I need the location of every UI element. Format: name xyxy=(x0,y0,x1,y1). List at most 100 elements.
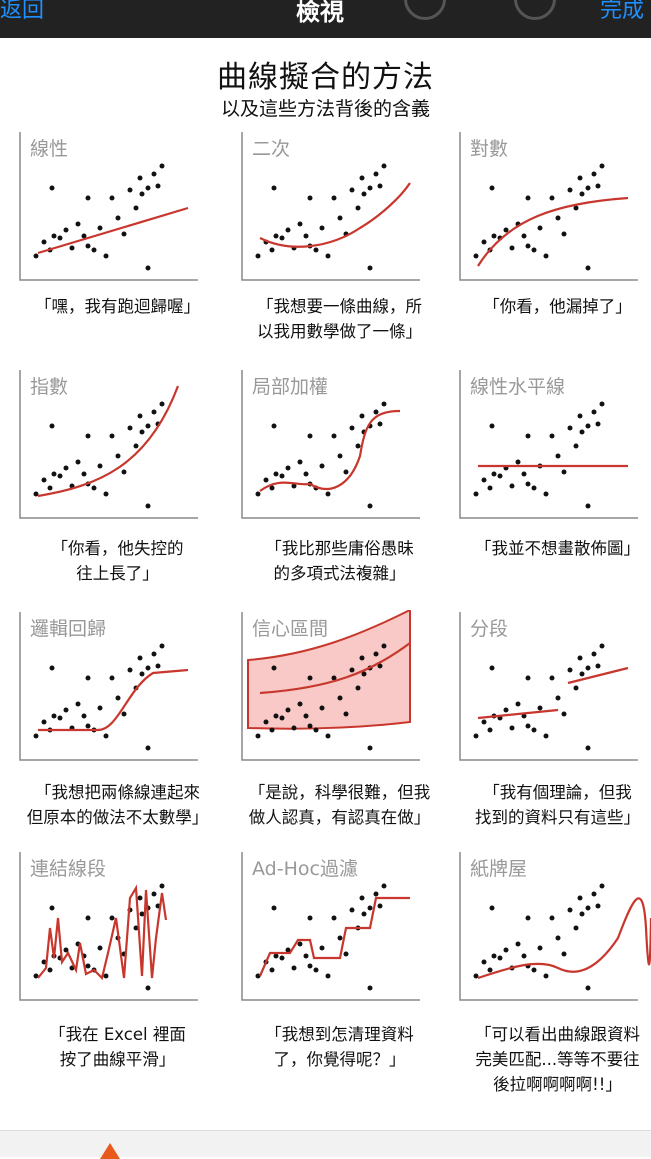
data-point xyxy=(307,915,313,921)
data-point xyxy=(373,891,379,897)
data-point xyxy=(503,947,509,953)
data-point xyxy=(49,905,55,911)
chart-panel-plot xyxy=(19,370,198,519)
data-point xyxy=(595,421,601,427)
data-point xyxy=(303,233,309,239)
data-point xyxy=(599,643,605,649)
data-point xyxy=(303,713,309,719)
chart-panel-caption: 「我在 Excel 裡面 按了曲線平滑」 xyxy=(49,1025,186,1069)
data-point xyxy=(255,733,261,739)
data-point xyxy=(151,651,157,657)
fit-curve xyxy=(259,642,411,695)
data-point xyxy=(319,225,325,231)
chart-panel-caption: 「是說，科學很難，但我 做人認真，有認真在做」 xyxy=(248,783,431,827)
data-point xyxy=(97,463,103,469)
data-point xyxy=(561,231,567,237)
chart-panel-caption: 「我有個理論，但我 找到的資料只有這些」 xyxy=(475,783,640,827)
data-point xyxy=(337,695,343,701)
data-point xyxy=(69,965,75,971)
data-point xyxy=(579,911,585,917)
data-point xyxy=(115,215,121,221)
data-point xyxy=(145,265,151,271)
chart-panel: 二次 xyxy=(240,130,440,290)
data-point xyxy=(359,413,365,419)
data-point xyxy=(159,401,165,407)
data-point xyxy=(307,963,313,969)
data-point xyxy=(573,685,579,691)
data-point xyxy=(313,247,319,253)
data-point xyxy=(491,233,497,239)
share-icon[interactable] xyxy=(100,1143,120,1159)
data-point xyxy=(85,963,91,969)
toolbar-circle-icon[interactable] xyxy=(404,0,446,20)
data-point xyxy=(481,959,487,965)
data-point xyxy=(303,953,309,959)
data-point xyxy=(487,727,493,733)
data-point xyxy=(307,675,313,681)
data-point xyxy=(359,175,365,181)
fit-curve xyxy=(38,668,189,732)
data-point xyxy=(49,185,55,191)
data-point xyxy=(585,265,591,271)
data-point xyxy=(525,481,531,487)
data-point xyxy=(325,253,331,259)
data-point xyxy=(127,187,133,193)
data-point xyxy=(561,469,567,475)
chart-axis xyxy=(19,852,198,1001)
data-point xyxy=(51,233,57,239)
data-point xyxy=(81,713,87,719)
data-point xyxy=(75,459,81,465)
data-point xyxy=(473,491,479,497)
data-point xyxy=(367,985,373,991)
data-point xyxy=(525,675,531,681)
chart-panel: 邏輯回歸 xyxy=(18,610,218,770)
data-point xyxy=(75,701,81,707)
data-point xyxy=(85,915,91,921)
chart-panel-plot xyxy=(19,852,198,1001)
toolbar-circle-icon[interactable] xyxy=(514,0,556,20)
data-point xyxy=(555,695,561,701)
data-point xyxy=(271,905,277,911)
chart-panel-caption: 「我比那些庸俗愚昧 的多項式法複雜」 xyxy=(265,539,414,583)
data-point xyxy=(109,915,115,921)
data-point xyxy=(63,227,69,233)
data-point xyxy=(145,503,151,509)
fit-curve xyxy=(258,896,410,977)
fit-curve xyxy=(37,206,189,255)
chart-axis xyxy=(459,132,638,281)
data-point xyxy=(115,453,121,459)
data-point xyxy=(579,191,585,197)
fit-curve xyxy=(259,409,401,492)
data-point xyxy=(319,945,325,951)
data-point xyxy=(33,491,39,497)
chart-panel-caption: 「可以看出曲線跟資料 完美匹配...等等不要往 後拉啊啊啊啊!!」 xyxy=(475,1025,640,1094)
data-point xyxy=(599,883,605,889)
chart-axis xyxy=(19,370,198,519)
chart-axis xyxy=(241,132,420,281)
data-point xyxy=(585,665,591,671)
data-point xyxy=(271,423,277,429)
data-point xyxy=(139,671,145,677)
data-point xyxy=(525,433,531,439)
data-point xyxy=(273,713,279,719)
back-button[interactable]: 返回 xyxy=(0,0,45,23)
data-point xyxy=(331,433,337,439)
data-point xyxy=(549,195,555,201)
data-point xyxy=(121,711,127,717)
chart-panel-label: Ad-Hoc過濾 xyxy=(252,858,358,880)
chart-panel-plot xyxy=(19,132,198,281)
done-button[interactable]: 完成 xyxy=(600,0,645,23)
data-point xyxy=(47,485,53,491)
bottom-toolbar xyxy=(0,1130,651,1159)
data-point xyxy=(81,471,87,477)
data-point xyxy=(285,707,291,713)
data-point xyxy=(595,663,601,669)
data-point xyxy=(85,675,91,681)
data-point xyxy=(377,183,383,189)
data-point xyxy=(367,905,373,911)
data-point xyxy=(381,163,387,169)
data-point xyxy=(585,745,591,751)
data-point xyxy=(487,967,493,973)
data-point xyxy=(291,725,297,731)
chart-panel-label: 局部加權 xyxy=(252,376,329,398)
